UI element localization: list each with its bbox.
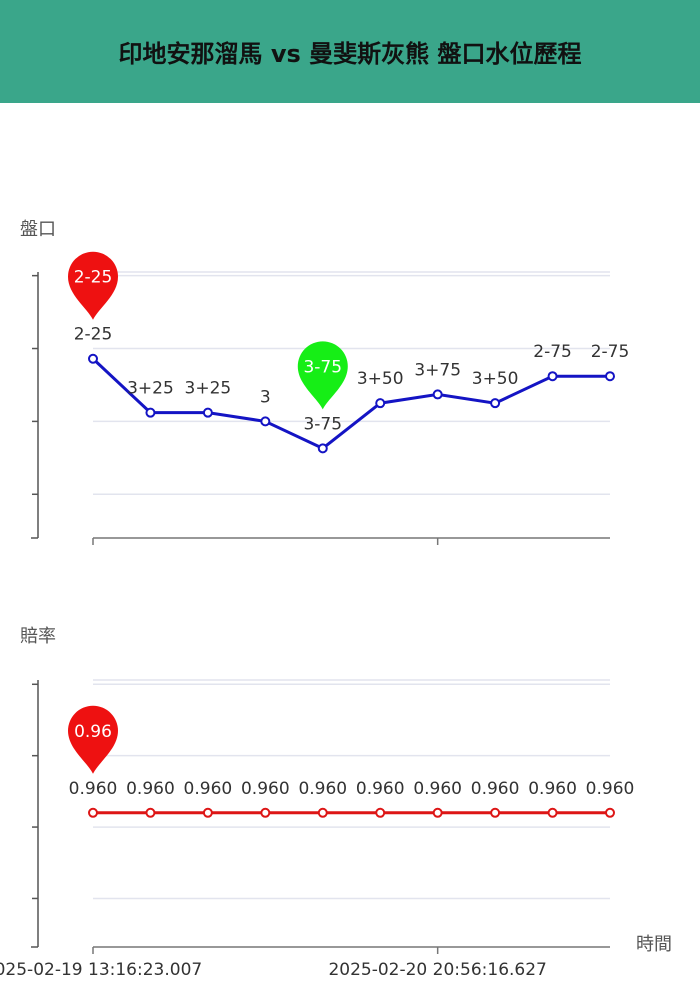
- data-label: 0.960: [413, 779, 462, 799]
- point: [145, 407, 156, 418]
- data-label: 3: [260, 387, 271, 407]
- point: [202, 407, 213, 418]
- point: [202, 807, 213, 818]
- point: [432, 807, 443, 818]
- data-label: 2-75: [591, 342, 630, 362]
- point: [547, 371, 558, 382]
- point: [260, 416, 271, 427]
- data-label: 3+50: [357, 369, 404, 389]
- point: [547, 807, 558, 818]
- point: [605, 371, 615, 382]
- point: [432, 389, 443, 400]
- pin: [68, 705, 118, 774]
- point: [490, 807, 501, 818]
- pin-label: 0.96: [74, 722, 112, 742]
- data-label: 3-75: [303, 414, 342, 434]
- x-axis-name: 時間: [636, 934, 672, 955]
- data-label: 0.960: [586, 779, 635, 799]
- data-label: 2-75: [533, 342, 572, 362]
- x-tick-label: 2025-02-20 20:56:16.627: [328, 960, 546, 980]
- point: [490, 398, 501, 409]
- data-label: 3+50: [472, 369, 519, 389]
- point: [260, 807, 271, 818]
- data-label: 0.960: [126, 779, 175, 799]
- pin-label: 3-75: [303, 357, 342, 377]
- point: [317, 807, 328, 818]
- point: [375, 807, 386, 818]
- point: [605, 807, 615, 818]
- point: [317, 443, 328, 454]
- data-label: 3+25: [127, 379, 174, 399]
- data-label: 0.960: [528, 779, 577, 799]
- data-label: 0.960: [241, 779, 290, 799]
- y-axis-name: 賠率: [20, 626, 56, 647]
- data-label: 0.960: [356, 779, 405, 799]
- charts: 盤口 2-25 3+25 3+25 3 3-75 3+50 3+75 3+50 2-75 2-75 2…: [0, 219, 672, 980]
- x-tick-label: 2025-02-19 13:16:23.007: [0, 960, 202, 980]
- point: [145, 807, 156, 818]
- data-label: 3+25: [185, 379, 232, 399]
- pin-label: 2-25: [74, 268, 113, 288]
- pin: [68, 251, 118, 320]
- point: [375, 398, 386, 409]
- header: 印地安那溜馬 vs 曼斐斯灰熊 盤口水位歷程: [0, 0, 700, 103]
- data-label: 0.960: [184, 779, 233, 799]
- pin: [297, 341, 348, 410]
- data-label: 0.960: [298, 779, 347, 799]
- line: [91, 357, 610, 451]
- data-label: 0.960: [69, 779, 118, 799]
- data-label: 0.960: [471, 779, 520, 799]
- data-label: 2-25: [74, 325, 113, 345]
- y-axis-name: 盤口: [20, 219, 56, 240]
- point: [88, 807, 98, 818]
- data-label: 3+75: [414, 360, 461, 380]
- point: [88, 353, 98, 364]
- page-title: 印地安那溜馬 vs 曼斐斯灰熊 盤口水位歷程: [118, 40, 582, 68]
